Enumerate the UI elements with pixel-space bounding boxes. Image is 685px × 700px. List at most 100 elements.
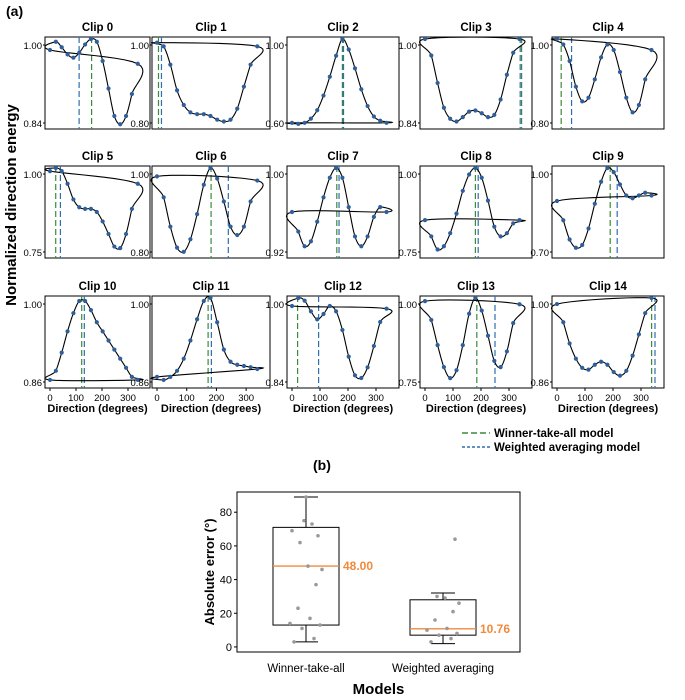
data-point <box>334 53 339 58</box>
data-point <box>340 175 345 180</box>
clip-title: Clip 2 <box>327 22 358 34</box>
y-tick-label: 1.00 <box>131 170 150 181</box>
jitter-point <box>449 636 453 641</box>
clip-title: Clip 10 <box>79 281 117 293</box>
data-point <box>181 356 186 361</box>
data-point <box>154 40 160 45</box>
fit-curve <box>550 166 658 249</box>
data-point <box>617 373 623 378</box>
clip-frame <box>151 36 271 130</box>
data-point <box>327 303 332 309</box>
data-point <box>315 219 320 224</box>
data-point <box>221 347 226 352</box>
data-point <box>321 311 326 317</box>
fit-curve <box>44 167 144 250</box>
data-point <box>154 374 160 379</box>
data-point <box>174 88 180 93</box>
data-point <box>352 234 358 239</box>
data-point <box>296 229 301 234</box>
data-point <box>365 103 370 109</box>
data-point <box>624 368 629 373</box>
data-point <box>384 209 389 215</box>
data-point <box>365 365 370 370</box>
y-tick-label: 1.00 <box>266 170 285 181</box>
clip-plot-5: Clip 5 1.00 0.75 <box>24 151 151 259</box>
x-tick-label: 200 <box>605 393 621 404</box>
data-point <box>636 102 642 108</box>
data-point <box>195 317 200 322</box>
data-point <box>371 343 376 349</box>
data-point <box>573 245 579 250</box>
jitter-point <box>318 623 322 627</box>
legend-wta-label: Winner-take-all model <box>494 428 613 440</box>
data-point <box>567 341 572 346</box>
data-point <box>586 226 591 231</box>
data-point <box>77 205 82 210</box>
clip-title: Clip 3 <box>460 22 491 34</box>
data-point <box>498 365 503 370</box>
y-tick-label: 1.00 <box>531 170 550 181</box>
y-tick-label: 1.00 <box>131 41 150 52</box>
data-point <box>71 311 76 316</box>
clip-plot-0: Clip 0 1.00 0.84 <box>24 22 151 130</box>
data-point <box>448 231 453 236</box>
data-point <box>605 165 610 171</box>
data-point <box>580 242 585 248</box>
data-point <box>201 298 206 304</box>
y-tick-label: 0.75 <box>399 378 418 389</box>
jitter-point <box>435 594 439 599</box>
data-point <box>352 66 358 71</box>
data-point <box>302 298 307 303</box>
jitter-point <box>445 626 449 631</box>
data-point <box>448 376 453 381</box>
data-point <box>77 298 82 304</box>
y-axis-title-a: Normalized direction energy <box>3 103 20 305</box>
y-tick-label: 0.75 <box>24 248 43 259</box>
x-tick-label: 200 <box>473 393 489 404</box>
data-point <box>371 214 376 219</box>
data-point <box>221 199 226 204</box>
clip-frame <box>551 295 665 389</box>
fit-curve <box>418 167 527 251</box>
data-point <box>605 42 610 47</box>
clip-title: Clip 8 <box>460 151 492 163</box>
data-point <box>485 333 491 338</box>
data-point <box>215 320 220 325</box>
data-point <box>454 211 459 216</box>
data-point <box>47 377 53 383</box>
data-point <box>201 182 206 187</box>
data-point <box>315 108 320 113</box>
clip-title: Clip 9 <box>592 151 623 163</box>
jitter-point <box>314 582 318 587</box>
data-point <box>65 181 70 186</box>
jitter-point <box>433 618 437 622</box>
data-point <box>485 115 491 120</box>
data-point <box>511 321 516 326</box>
data-point <box>53 368 58 373</box>
data-point <box>188 338 193 343</box>
jitter-point <box>320 567 324 572</box>
data-point <box>460 188 465 193</box>
data-point <box>59 45 64 50</box>
x-tick-label: 100 <box>179 393 195 404</box>
data-point <box>161 377 166 383</box>
data-point <box>129 91 134 97</box>
x-tick-label: 100 <box>312 393 328 404</box>
y-tick-label: 0 <box>226 642 232 654</box>
clip-title: Clip 14 <box>589 281 627 293</box>
data-point <box>53 165 58 171</box>
data-point <box>65 52 70 57</box>
clip-frame <box>44 36 151 130</box>
box-1: 10.76 <box>409 537 510 645</box>
jitter-point <box>425 628 429 632</box>
data-point <box>441 365 446 370</box>
data-point <box>517 218 522 223</box>
y-tick-label: 0.86 <box>131 378 150 389</box>
y-tick-label: 1.00 <box>266 300 285 311</box>
y-tick-label: 0.86 <box>24 378 43 389</box>
data-point <box>112 347 117 352</box>
clip-title: Clip 4 <box>592 22 624 34</box>
boxplot-frame <box>236 491 521 653</box>
